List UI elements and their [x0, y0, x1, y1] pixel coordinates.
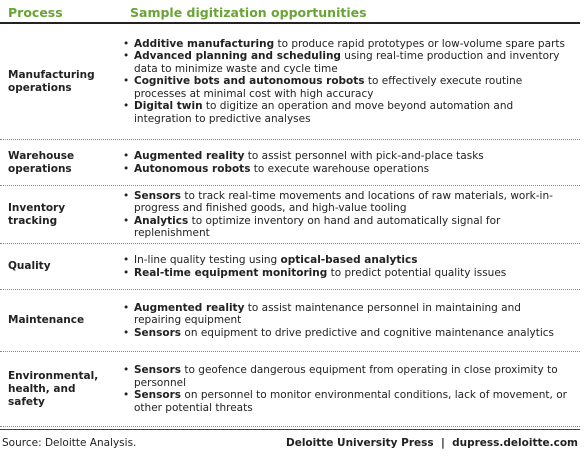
table-header: Process Sample digitization opportunitie…	[0, 0, 580, 24]
opportunity: Digital twin to digitize an operation an…	[123, 100, 571, 125]
opportunity: Real-time equipment monitoring to predic…	[123, 266, 571, 280]
body-text: to assist maintenance personnel in maint…	[134, 301, 521, 327]
opportunity: Sensors to geofence dangerous equipment …	[123, 364, 571, 389]
table-row: Maintenance Augmented reality to assist m…	[0, 290, 580, 352]
opportunity: In-line quality testing using optical-ba…	[123, 254, 571, 267]
process-label: Quality	[8, 260, 51, 272]
body-text: using real-time production and inventory…	[134, 50, 560, 75]
opportunity: Additive manufacturing to produce rapid …	[123, 37, 571, 51]
opportunity-list: Augmented reality to assist maintenance …	[116, 302, 571, 340]
table-row: Quality In-line quality testing using opt…	[0, 244, 580, 290]
process-label: Warehouse operations	[8, 149, 75, 175]
highlight-text: Sensors	[134, 364, 182, 376]
highlight-text: Augmented reality	[134, 150, 245, 162]
opportunity: Sensors on personnel to monitor environm…	[123, 389, 571, 414]
opportunity: Autonomous robots to execute warehouse o…	[123, 162, 571, 176]
body-text: to geofence dangerous equipment from ope…	[134, 364, 558, 389]
table-row: Manufacturing operations Additive manufac…	[0, 24, 580, 140]
highlight-text: Cognitive bots and autonomous robots	[134, 75, 365, 88]
opportunity: Advanced planning and scheduling using r…	[123, 50, 571, 75]
body-text: to execute warehouse operations	[250, 162, 430, 175]
header-opportunities: Sample digitization opportunities	[130, 5, 367, 20]
body-text: In-line quality testing using	[134, 254, 281, 266]
table-row: Warehouse operations Augmented reality to…	[0, 140, 580, 186]
highlight-text: Sensors	[134, 189, 182, 202]
highlight-text: Augmented reality	[134, 301, 245, 314]
body-text: to produce rapid prototypes or low-volum…	[274, 37, 565, 50]
highlight-text: Digital twin	[134, 100, 203, 113]
process-label: Environmental, health, and safety	[8, 369, 99, 408]
body-text: to optimize inventory on hand and automa…	[134, 214, 501, 240]
body-text: to digitize an operation and move beyond…	[134, 100, 514, 125]
body-text: on personnel to monitor environmental co…	[134, 389, 567, 414]
opportunity-list: Sensors to track real-time movements and…	[116, 190, 571, 240]
highlight-text: Autonomous robots	[134, 162, 251, 175]
opportunity-list: In-line quality testing using optical-ba…	[116, 254, 571, 279]
opportunity: Sensors to track real-time movements and…	[123, 189, 571, 215]
body-text: to predict potential quality issues	[327, 266, 507, 279]
table-row: Inventory tracking Sensors to track real-…	[0, 186, 580, 244]
highlight-text: Advanced planning and scheduling	[134, 50, 341, 63]
source: Source: Deloitte Analysis.	[2, 437, 137, 449]
opportunity-list: Augmented reality to assist personnel wi…	[116, 150, 571, 175]
highlight-text: Sensors	[134, 389, 182, 401]
highlight-text: Sensors	[134, 326, 182, 339]
process-label: Maintenance	[8, 314, 85, 326]
opportunity: Cognitive bots and autonomous robots to …	[123, 75, 571, 100]
body-text: to track real-time movements and locatio…	[134, 189, 553, 215]
process-label: Inventory tracking	[8, 201, 66, 227]
highlight-text: Additive manufacturing	[134, 37, 275, 50]
body-text: to assist personnel with pick-and-place …	[244, 150, 484, 162]
highlight-text: Analytics	[134, 214, 189, 227]
opportunity: Augmented reality to assist maintenance …	[123, 301, 571, 327]
process-label: Manufacturing operations	[8, 68, 95, 94]
body-text: on equipment to drive predictive and cog…	[181, 326, 555, 339]
opportunity: Analytics to optimize inventory on hand …	[123, 214, 571, 240]
table-row: Environmental, health, and safety Sensors…	[0, 352, 580, 427]
opportunity-list: Additive manufacturing to produce rapid …	[116, 38, 571, 126]
opportunity-list: Sensors to geofence dangerous equipment …	[116, 364, 571, 414]
highlight-text: Real-time equipment monitoring	[134, 266, 328, 279]
footer: Source: Deloitte Analysis. Deloitte Univ…	[0, 429, 580, 456]
opportunity: Augmented reality to assist personnel wi…	[123, 150, 571, 163]
body-text: to effectively execute routine processes…	[134, 75, 523, 100]
highlight-text: optical-based analytics	[280, 254, 418, 266]
header-process: Process	[8, 5, 63, 20]
credit: Deloitte University Press | dupress.delo…	[285, 437, 578, 449]
opportunity: Sensors on equipment to drive predictive…	[123, 326, 571, 340]
